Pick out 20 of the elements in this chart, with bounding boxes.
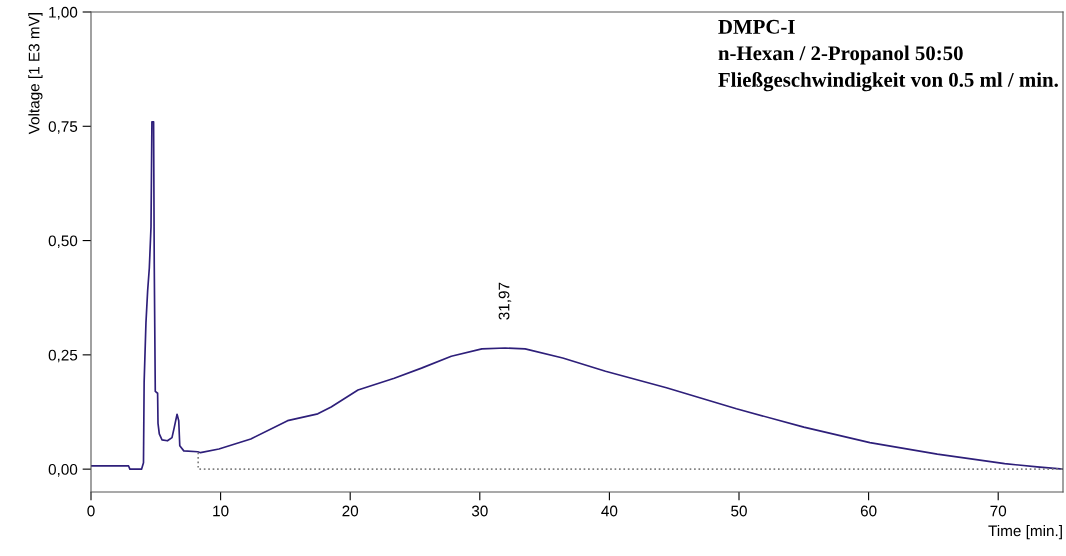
x-tick-label: 0 (87, 505, 95, 517)
y-tick-label: 0,50 (48, 235, 78, 249)
line-series (91, 120, 1063, 470)
x-tick-label: 10 (213, 505, 229, 517)
y-tick-label: 0,00 (48, 464, 78, 477)
x-tick-label: 30 (471, 505, 488, 517)
x-tick-label: 20 (342, 505, 359, 517)
x-axis-title: Time [min.] (988, 524, 1062, 540)
x-tick-label: 40 (601, 505, 618, 517)
x-tick-label: 70 (990, 505, 1007, 517)
x-tick-label: 60 (860, 505, 877, 517)
y-tick-label: 0,25 (48, 349, 78, 363)
x-tick-label: 50 (731, 505, 747, 517)
y-tick-label: 1,00 (49, 6, 78, 20)
y-axis-title: Voltage [1 E3 mV] (28, 13, 43, 135)
annotation: Fließgeschwindigkeit von 0.5 ml / min. (718, 72, 1058, 92)
annotation: n-Hexan / 2-Propanol 50:50 (718, 45, 963, 65)
annotation: DMPC-I (718, 19, 795, 34)
y-tick-label: 0,75 (48, 121, 78, 134)
annotation: 31,97 (498, 282, 512, 320)
